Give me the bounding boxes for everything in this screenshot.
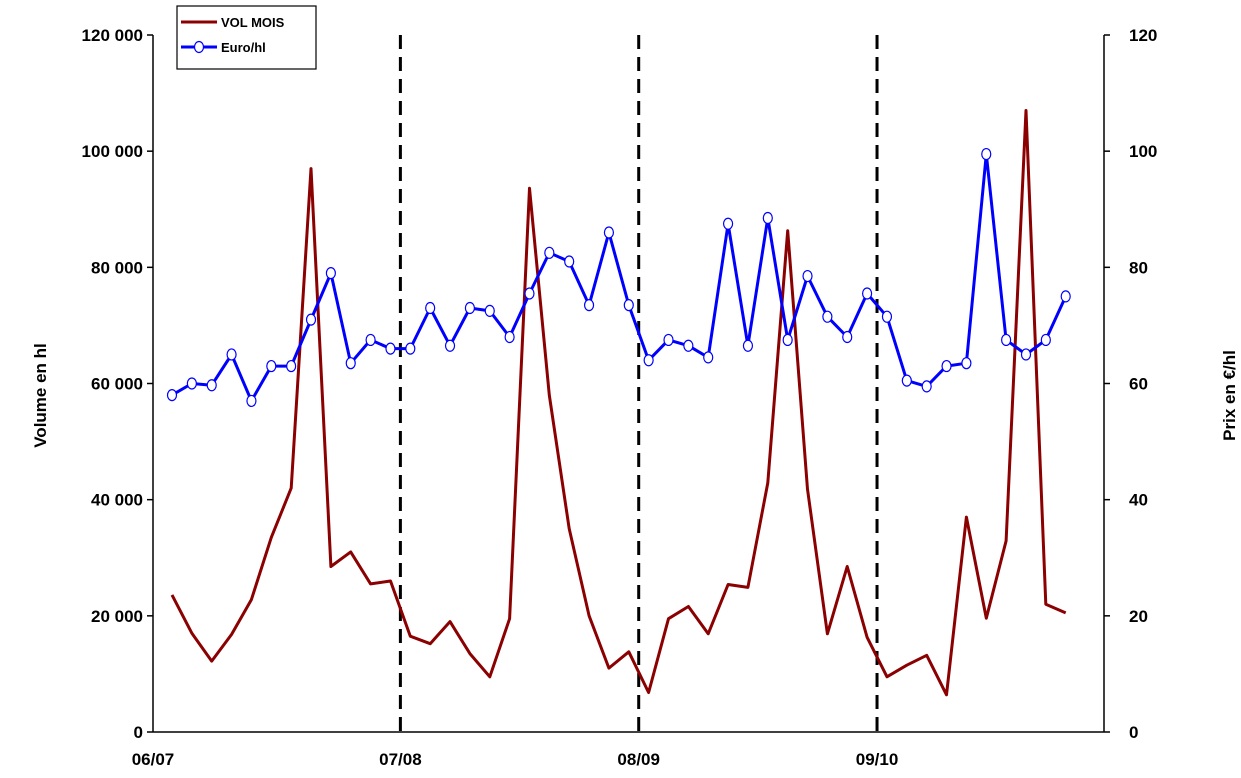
right-tick-label: 80	[1129, 258, 1148, 277]
legend-label: Euro/hl	[221, 40, 266, 55]
data-point	[226, 348, 237, 361]
data-point	[643, 354, 654, 367]
data-point	[1020, 348, 1032, 361]
data-point	[206, 379, 217, 392]
data-point	[345, 357, 356, 370]
right-tick-label: 20	[1129, 607, 1148, 626]
data-point	[365, 333, 376, 347]
left-tick-label: 0	[134, 723, 143, 742]
series-line	[171, 152, 1068, 403]
data-point	[1040, 333, 1051, 347]
data-point	[603, 226, 615, 239]
data-point	[564, 255, 575, 268]
data-point	[286, 359, 297, 373]
data-point	[1001, 333, 1012, 347]
data-point	[484, 304, 495, 317]
data-point	[166, 389, 178, 402]
data-point	[186, 377, 197, 390]
data-point	[742, 339, 754, 352]
legend-box	[176, 5, 317, 70]
data-point	[385, 342, 396, 355]
season-dividers	[398, 35, 879, 732]
data-point	[524, 287, 535, 300]
series-euro-hl	[166, 147, 1071, 408]
data-point	[663, 333, 674, 347]
data-point	[762, 211, 773, 225]
data-point	[861, 287, 873, 300]
data-point	[782, 333, 793, 347]
series-vol-mois	[170, 109, 1067, 697]
right-axis-title: Prix en €/hl	[1220, 350, 1239, 441]
x-tick-label: 09/10	[856, 750, 899, 769]
data-point	[802, 269, 813, 283]
left-tick-label: 60 000	[91, 375, 143, 394]
data-point	[325, 267, 336, 280]
data-point	[444, 339, 456, 352]
data-point	[544, 246, 555, 259]
data-point	[703, 351, 714, 364]
data-point	[305, 313, 317, 326]
data-point	[981, 147, 992, 161]
data-point	[722, 217, 734, 230]
data-point	[683, 339, 694, 352]
axes: 0 20 000 40 000 60 000 80 000 100 000 120 000 0…	[31, 26, 1239, 769]
right-tick-label: 60	[1129, 375, 1148, 394]
data-point	[405, 342, 416, 355]
legend-label: VOL MOIS	[221, 15, 285, 30]
series-line	[170, 109, 1067, 697]
data-point	[266, 359, 277, 373]
x-tick-label: 08/09	[617, 750, 660, 769]
left-tick-label: 20 000	[91, 607, 143, 626]
data-point	[246, 394, 257, 408]
data-point	[623, 298, 634, 312]
x-tick-label: 06/07	[132, 750, 175, 769]
left-tick-label: 100 000	[82, 142, 143, 161]
data-point	[881, 310, 893, 323]
right-tick-label: 0	[1129, 723, 1138, 742]
right-tick-label: 120	[1129, 26, 1157, 45]
left-axis-title: Volume en hl	[31, 343, 50, 448]
legend-swatch-marker	[193, 40, 205, 54]
data-point	[425, 301, 436, 315]
data-point	[961, 357, 972, 370]
right-tick-label: 100	[1129, 142, 1157, 161]
data-point	[1060, 290, 1071, 303]
left-tick-label: 40 000	[91, 491, 143, 510]
data-point	[822, 310, 833, 323]
left-tick-label: 80 000	[91, 258, 143, 277]
legend: VOL MOIS Euro/hl	[176, 5, 317, 70]
data-point	[842, 330, 853, 344]
left-tick-label: 120 000	[82, 26, 143, 45]
data-point	[921, 380, 932, 393]
data-point	[583, 298, 595, 312]
data-point	[464, 301, 475, 315]
data-point	[901, 374, 912, 387]
x-tick-label: 07/08	[379, 750, 422, 769]
data-point	[504, 330, 515, 344]
right-tick-label: 40	[1129, 491, 1148, 510]
data-point	[941, 359, 952, 373]
